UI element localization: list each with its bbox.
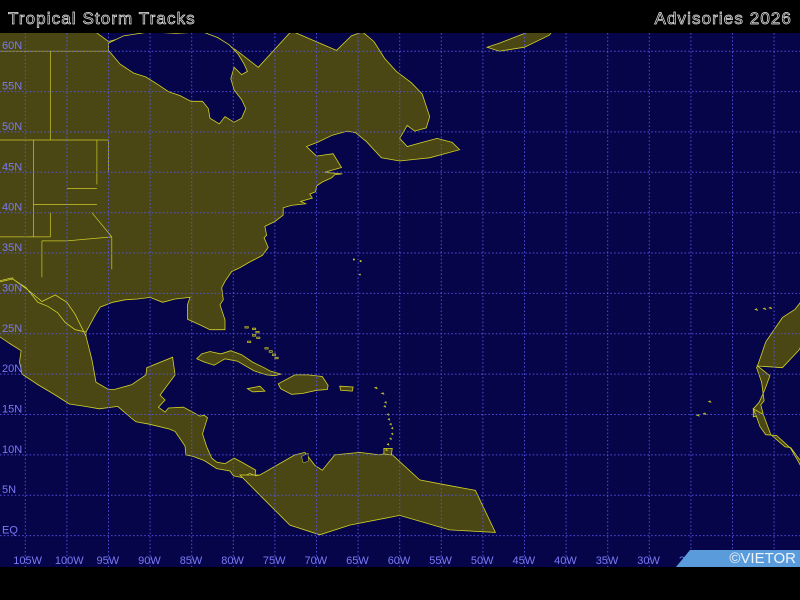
svg-text:80W: 80W	[221, 555, 244, 567]
svg-text:45N: 45N	[2, 161, 22, 173]
svg-text:60W: 60W	[388, 555, 411, 567]
svg-text:10N: 10N	[2, 444, 22, 456]
svg-text:25N: 25N	[2, 323, 22, 335]
svg-text:65W: 65W	[346, 555, 369, 567]
svg-text:40N: 40N	[2, 202, 22, 214]
svg-text:EQ: EQ	[2, 525, 18, 537]
svg-text:55W: 55W	[429, 555, 452, 567]
svg-text:60N: 60N	[2, 40, 22, 52]
svg-text:30N: 30N	[2, 282, 22, 294]
svg-text:100W: 100W	[55, 555, 84, 567]
svg-text:50W: 50W	[471, 555, 494, 567]
svg-text:55N: 55N	[2, 81, 22, 93]
svg-text:20N: 20N	[2, 363, 22, 375]
svg-text:85W: 85W	[180, 555, 203, 567]
svg-text:75W: 75W	[263, 555, 286, 567]
svg-text:35W: 35W	[596, 555, 619, 567]
svg-text:90W: 90W	[138, 555, 161, 567]
svg-text:95W: 95W	[97, 555, 120, 567]
svg-text:70W: 70W	[305, 555, 328, 567]
svg-text:45W: 45W	[513, 555, 536, 567]
svg-text:30W: 30W	[637, 555, 660, 567]
svg-text:5N: 5N	[2, 484, 16, 496]
svg-text:40W: 40W	[554, 555, 577, 567]
svg-text:105W: 105W	[13, 555, 42, 567]
svg-text:35N: 35N	[2, 242, 22, 254]
svg-text:50N: 50N	[2, 121, 22, 133]
svg-text:15N: 15N	[2, 404, 22, 416]
